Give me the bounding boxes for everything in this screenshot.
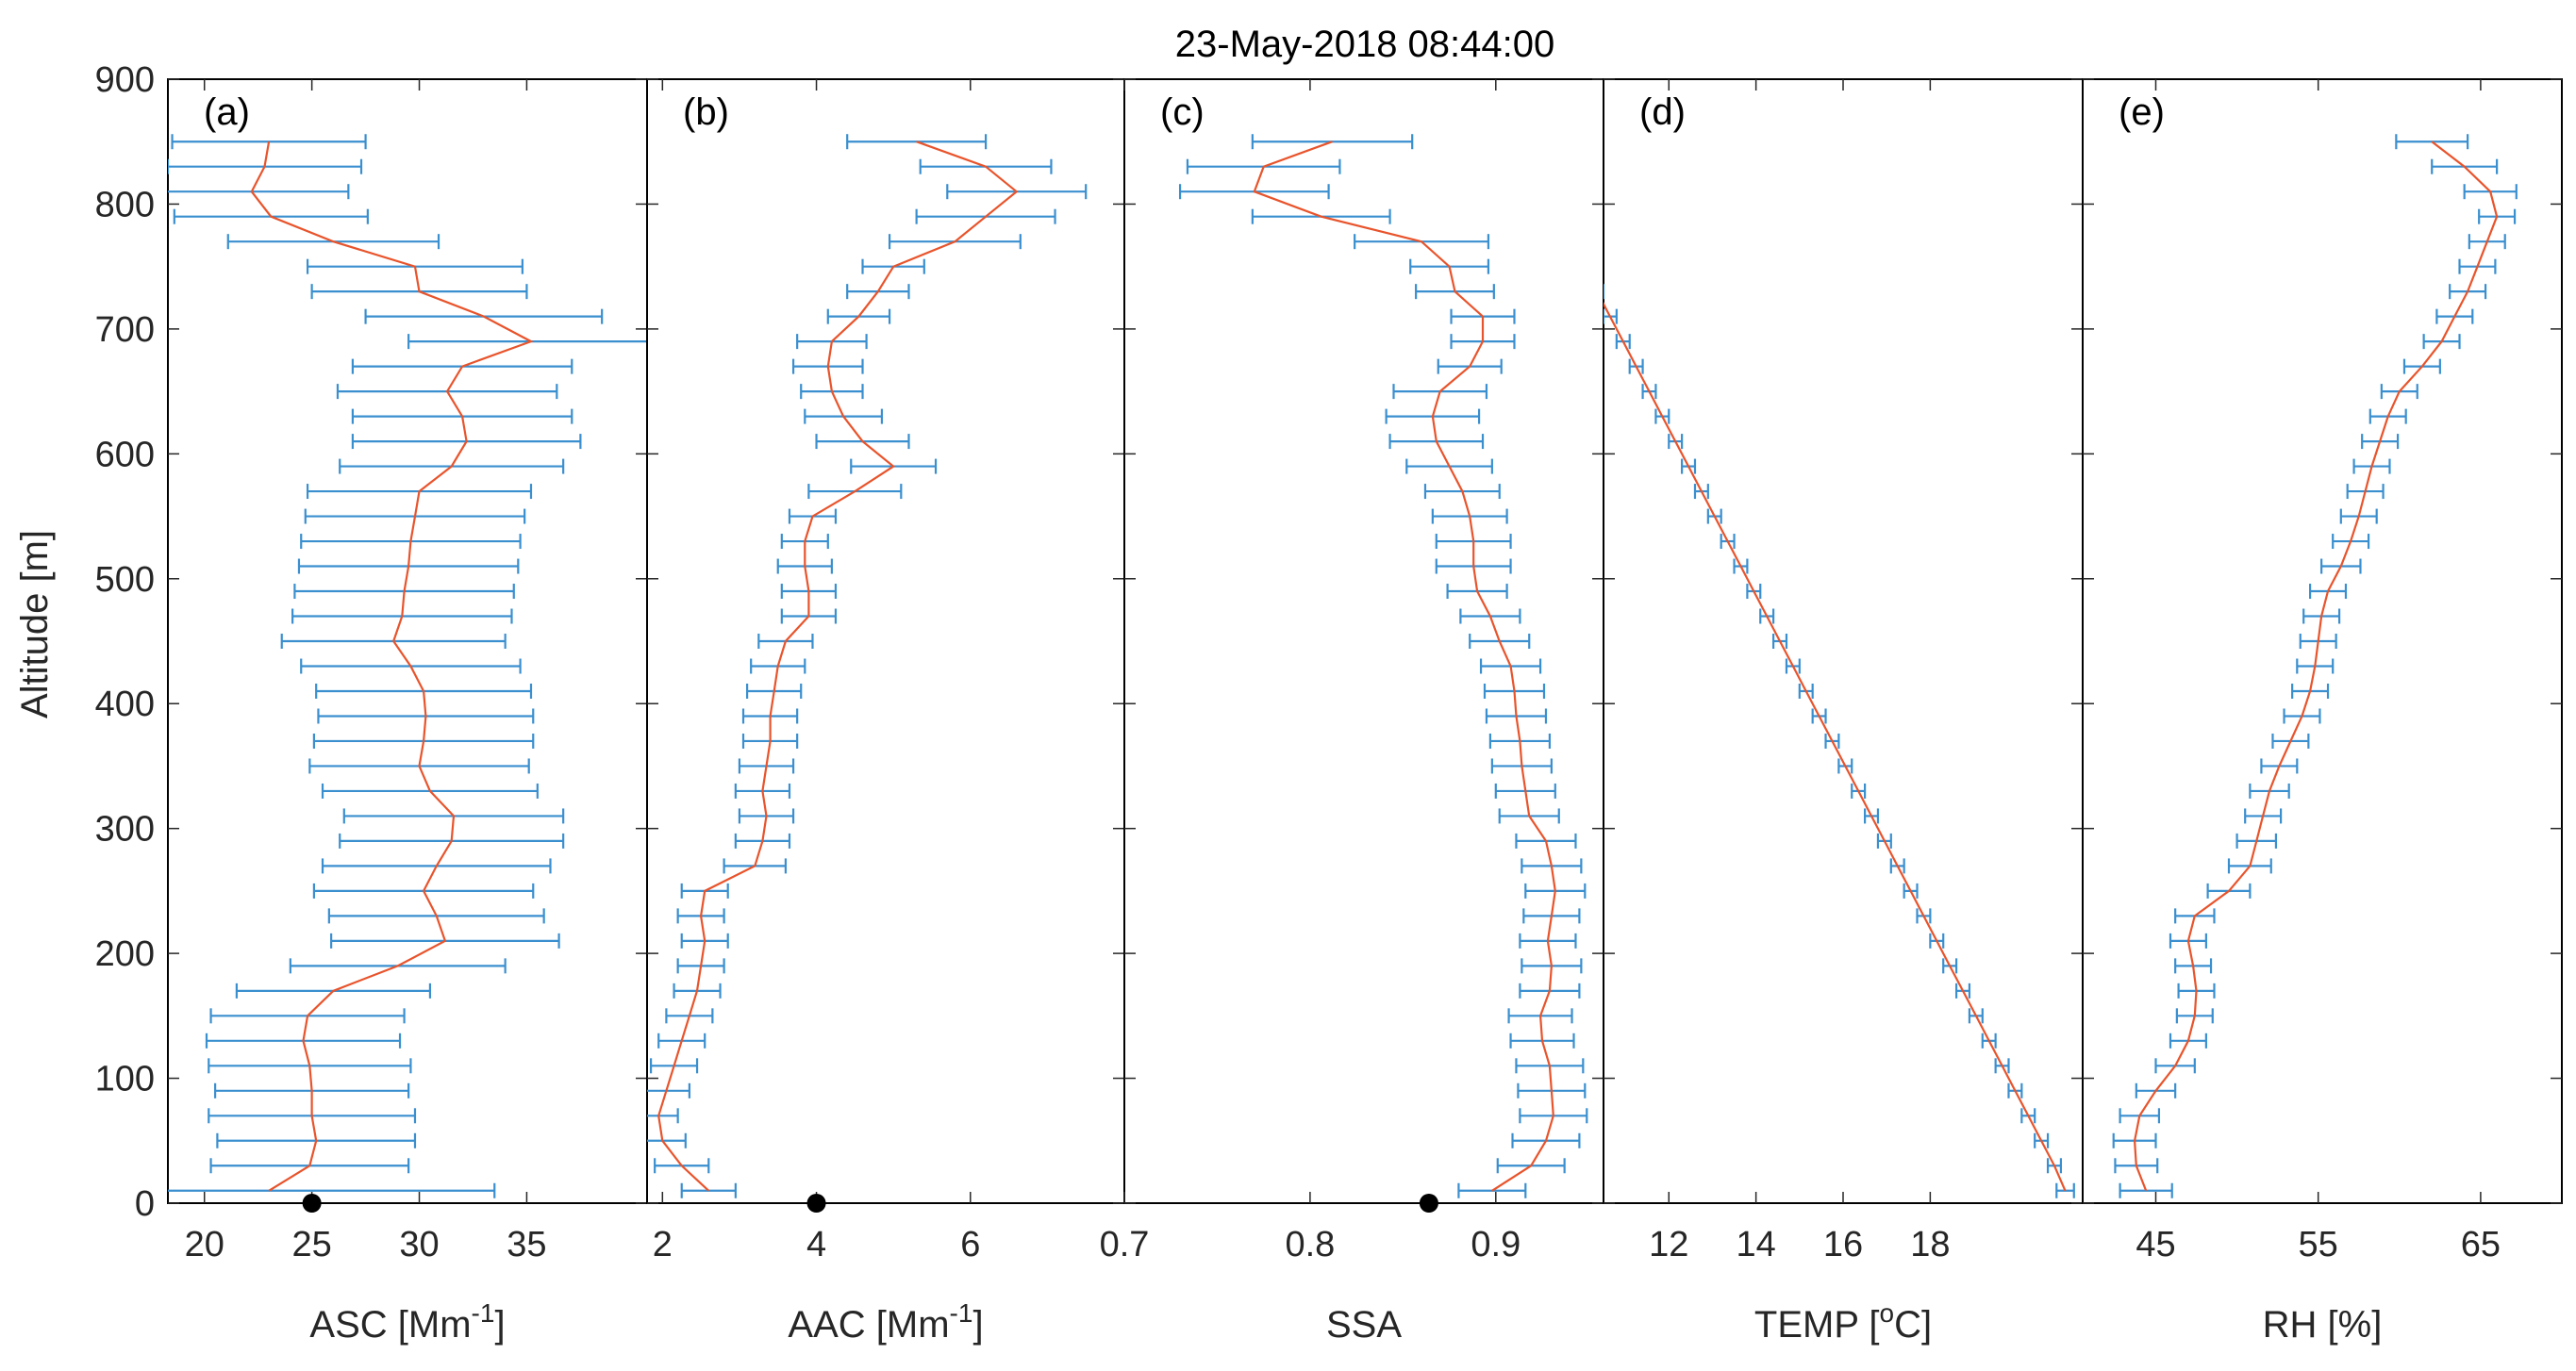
y-tick-label: 0 (135, 1184, 155, 1224)
panel-c-profile-line (1253, 140, 1556, 1192)
panel-c-xtick-label: 0.9 (1471, 1225, 1521, 1264)
xlabel-end: C] (1894, 1304, 1932, 1346)
panel-c-ground-marker (1419, 1194, 1438, 1213)
panel-a-xtick-label: 35 (507, 1225, 546, 1264)
y-tick-label: 100 (95, 1060, 155, 1099)
y-tick-label: 500 (95, 560, 155, 600)
panel-d-xtick-label: 14 (1736, 1225, 1775, 1264)
panel-e-xtick-label: 55 (2299, 1225, 2338, 1264)
panel-a-xtick-label: 25 (291, 1225, 331, 1264)
xlabel-main: RH [%] (2263, 1304, 2383, 1346)
panel-e-xlabel: RH [%] (2263, 1304, 2383, 1346)
panel-b-profile-line (657, 140, 1019, 1192)
panel-d-data (1604, 284, 2075, 1198)
panel-c-xtick-label: 0.8 (1285, 1225, 1335, 1264)
panel-d-label: (d) (1639, 91, 1686, 133)
xlabel-sup: -1 (950, 1298, 973, 1328)
y-tick-label: 900 (95, 60, 155, 100)
panel-d-xlabel: TEMP [oC] (1754, 1298, 1932, 1346)
xlabel-main: AAC [Mm (788, 1304, 949, 1346)
xlabel-end: ] (972, 1304, 983, 1346)
panel-b-xtick-label: 4 (806, 1225, 826, 1264)
panel-b-xtick-label: 2 (653, 1225, 673, 1264)
xlabel-end: ] (494, 1304, 505, 1346)
panel-e-data (2112, 134, 2518, 1198)
panel-d-xtick-label: 18 (1910, 1225, 1950, 1264)
y-tick-label: 200 (95, 934, 155, 974)
panel-b-frame (646, 78, 1125, 1204)
panel-e-label: (e) (2119, 91, 2165, 133)
panel-b-label: (b) (683, 91, 729, 133)
panel-d-frame (1603, 78, 2084, 1204)
panel-a-xtick-label: 20 (185, 1225, 224, 1264)
panel-c-xlabel: SSA (1326, 1304, 1402, 1346)
panel-d-xtick-label: 16 (1823, 1225, 1863, 1264)
panel-d-xtick-label: 12 (1649, 1225, 1688, 1264)
panel-e-xtick-label: 65 (2461, 1225, 2501, 1264)
panel-e-xtick-label: 45 (2136, 1225, 2175, 1264)
panel-d-profile-line (1604, 302, 2067, 1192)
panel-c: 0.7 0.8 0.9 SSA (c) (1100, 78, 1604, 1346)
panel-c-frame (1123, 78, 1604, 1204)
panel-a-data (168, 134, 647, 1198)
panel-e-frame (2082, 78, 2563, 1204)
y-tick-label: 800 (95, 185, 155, 224)
y-axis-label: Altitude [m] (14, 530, 56, 719)
panel-b-xlabel: AAC [Mm-1] (788, 1298, 983, 1346)
panel-a-xlabel: ASC [Mm-1] (309, 1298, 505, 1346)
xlabel-main: SSA (1326, 1304, 1402, 1346)
xlabel-sup: o (1880, 1298, 1895, 1328)
panel-a-xtick-label: 30 (399, 1225, 439, 1264)
panel-b-ground-marker (806, 1194, 826, 1213)
y-tick-label: 600 (95, 435, 155, 474)
panel-b-xtick-label: 6 (960, 1225, 980, 1264)
panel-a-profile-line (250, 141, 534, 1192)
panel-c-xtick-label: 0.7 (1100, 1225, 1150, 1264)
panel-b: 2 4 6 AAC [Mm-1] (b) (646, 78, 1125, 1346)
panel-d: 12 14 16 18 TEMP [oC] (d) (1603, 78, 2084, 1346)
panel-e-profile-line (2133, 140, 2499, 1192)
y-tick-label: 700 (95, 310, 155, 350)
y-tick-label: 300 (95, 810, 155, 850)
xlabel-main: ASC [Mm (309, 1304, 471, 1346)
panel-a-label: (a) (204, 91, 250, 133)
panel-e: 45 55 65 RH [%] (e) (2082, 78, 2563, 1346)
figure-title: 23-May-2018 08:44:00 (1175, 24, 1555, 65)
xlabel-sup: -1 (472, 1298, 495, 1328)
y-tick-label: 400 (95, 685, 155, 724)
panel-c-label: (c) (1160, 91, 1205, 133)
panel-b-data (647, 134, 1088, 1198)
panel-c-data (1178, 134, 1588, 1198)
xlabel-main: TEMP [ (1754, 1304, 1880, 1346)
panel-a-ground-marker (302, 1194, 322, 1213)
